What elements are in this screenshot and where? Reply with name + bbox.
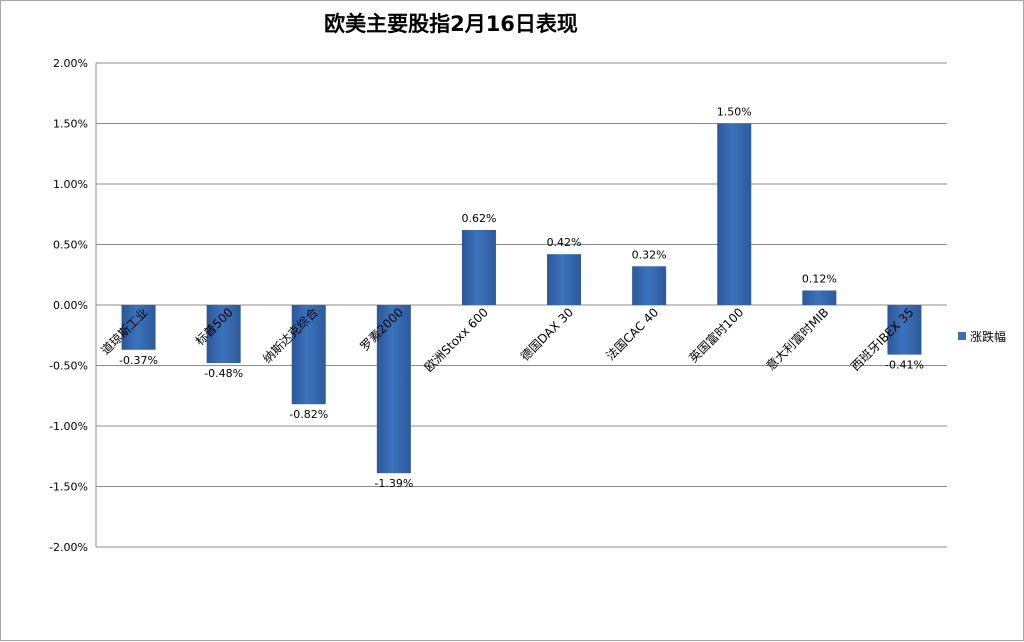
- bar: [547, 254, 582, 305]
- data-labels: -0.37% -0.48% -0.82% -1.39% 0.62% 0.42% 0.32% 1…: [119, 106, 924, 491]
- category-label: 意大利富时MIB: [763, 305, 832, 374]
- data-label: -1.39%: [374, 477, 413, 490]
- category-label: 英国富时100: [686, 305, 747, 366]
- bar: [802, 290, 837, 305]
- bar: [291, 305, 326, 405]
- y-tick-label: 1.00%: [53, 178, 88, 191]
- bar: [206, 305, 241, 364]
- data-label: -0.41%: [885, 359, 924, 372]
- y-tick-label: 2.00%: [53, 57, 88, 70]
- legend-label: 涨跌幅: [970, 329, 1006, 344]
- bar: [887, 305, 922, 355]
- data-label: -0.48%: [204, 367, 243, 380]
- y-tick-label: -2.00%: [49, 541, 88, 554]
- bar: [121, 305, 156, 350]
- y-tick-label: 1.50%: [53, 118, 88, 131]
- chart-title: 欧美主要股指2月16日表现: [324, 12, 578, 36]
- data-label: 0.42%: [547, 236, 582, 249]
- category-label: 法国CAC 40: [603, 305, 661, 363]
- legend: 涨跌幅: [958, 329, 1006, 344]
- category-label: 欧洲Stoxx 600: [422, 305, 491, 374]
- bars: [121, 123, 922, 474]
- y-tick-label: -1.00%: [49, 420, 88, 433]
- legend-swatch: [958, 332, 966, 340]
- y-tick-label: 0.00%: [53, 299, 88, 312]
- y-tick-label: 0.50%: [53, 239, 88, 252]
- y-tick-label: -1.50%: [49, 481, 88, 494]
- data-label: 0.32%: [632, 248, 667, 261]
- y-axis-ticks: 2.00% 1.50% 1.00% 0.50% 0.00% -0.50% -1.00% -1.…: [49, 57, 88, 554]
- data-label: 0.12%: [802, 272, 837, 285]
- bar: [461, 229, 496, 305]
- data-label: 0.62%: [461, 212, 496, 225]
- data-label: 1.50%: [717, 106, 752, 119]
- category-label: 德国DAX 30: [517, 305, 576, 364]
- bar: [632, 266, 667, 305]
- bar: [376, 305, 411, 474]
- data-label: -0.82%: [289, 408, 328, 421]
- bar: [717, 123, 752, 305]
- data-label: -0.37%: [119, 354, 158, 367]
- y-tick-label: -0.50%: [49, 360, 88, 373]
